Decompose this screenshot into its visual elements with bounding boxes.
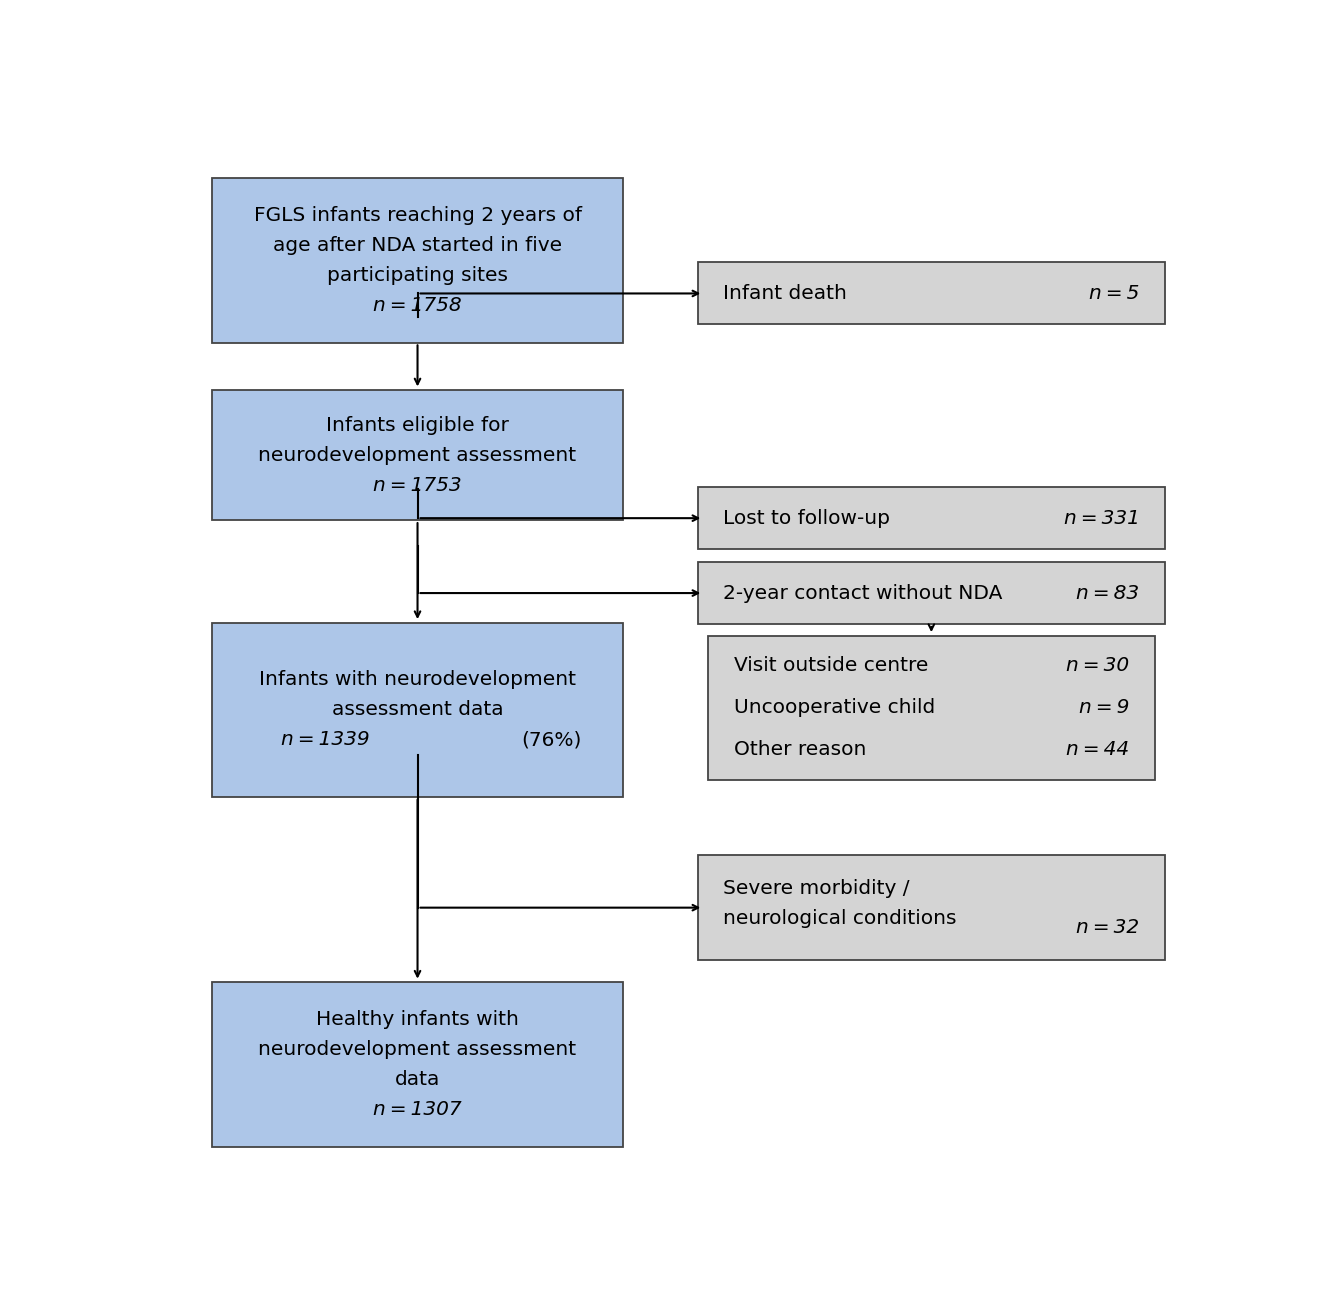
Text: Healthy infants with: Healthy infants with	[316, 1010, 518, 1029]
Text: n = 32: n = 32	[1077, 918, 1139, 936]
Text: neurodevelopment assessment: neurodevelopment assessment	[259, 446, 577, 464]
Text: (76%): (76%)	[521, 730, 581, 750]
Text: Infant death: Infant death	[723, 284, 847, 303]
Text: Infants eligible for: Infants eligible for	[326, 416, 509, 434]
Text: n = 44: n = 44	[1066, 741, 1130, 759]
Text: n = 9: n = 9	[1079, 698, 1130, 717]
Text: data: data	[395, 1070, 440, 1089]
Text: Uncooperative child: Uncooperative child	[733, 698, 935, 717]
Bar	[212, 623, 623, 798]
Text: n = 1339: n = 1339	[281, 730, 370, 750]
Bar	[212, 982, 623, 1147]
Text: Infants with neurodevelopment: Infants with neurodevelopment	[259, 671, 575, 690]
Text: Severe morbidity /: Severe morbidity /	[723, 878, 910, 898]
Text: neurodevelopment assessment: neurodevelopment assessment	[259, 1040, 577, 1058]
Text: neurological conditions: neurological conditions	[723, 909, 957, 927]
Text: n = 83: n = 83	[1077, 584, 1139, 603]
Text: n = 331: n = 331	[1063, 508, 1139, 528]
Text: participating sites: participating sites	[328, 266, 508, 285]
Text: n = 1753: n = 1753	[373, 476, 461, 494]
Text: Other reason: Other reason	[733, 741, 866, 759]
Text: assessment data: assessment data	[332, 700, 504, 720]
Text: 2-year contact without NDA: 2-year contact without NDA	[723, 584, 1002, 603]
Text: n = 1758: n = 1758	[373, 296, 461, 315]
Bar	[212, 178, 623, 342]
Text: Visit outside centre: Visit outside centre	[733, 656, 928, 676]
Text: n = 5: n = 5	[1089, 284, 1139, 303]
Bar	[697, 488, 1166, 549]
Bar	[212, 390, 623, 520]
Bar	[708, 636, 1155, 781]
Text: n = 30: n = 30	[1066, 656, 1130, 676]
Text: age after NDA started in five: age after NDA started in five	[273, 236, 562, 256]
Text: n = 1307: n = 1307	[373, 1100, 461, 1119]
Bar	[697, 262, 1166, 324]
Text: Lost to follow-up: Lost to follow-up	[723, 508, 890, 528]
Bar	[697, 562, 1166, 624]
Text: FGLS infants reaching 2 years of: FGLS infants reaching 2 years of	[253, 206, 582, 226]
Bar	[697, 855, 1166, 960]
